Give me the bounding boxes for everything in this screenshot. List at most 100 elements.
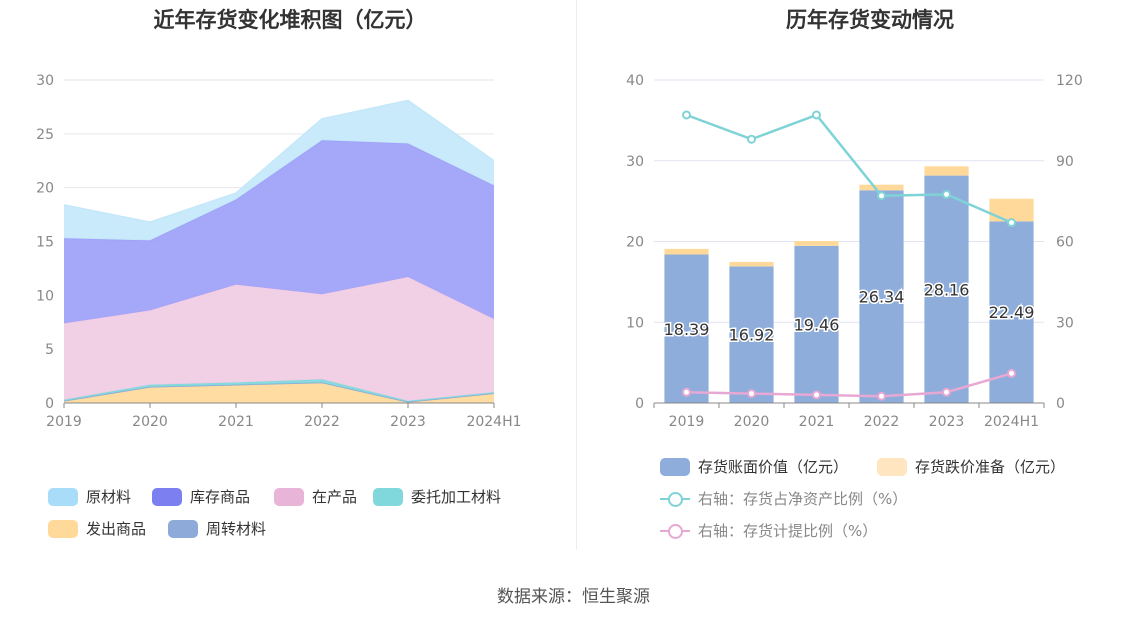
line-point <box>1007 218 1016 228</box>
x-tick-label: 2021 <box>799 414 835 430</box>
x-tick-label: 2024H1 <box>466 414 521 430</box>
legend-swatch <box>373 487 403 506</box>
y-right-tick-label: 90 <box>1056 154 1074 170</box>
right-chart-title: 历年存货变动情况 <box>786 8 954 32</box>
y-left-tick-label: 0 <box>635 396 644 412</box>
x-tick-label: 2020 <box>132 414 168 430</box>
line-point <box>747 389 756 399</box>
bar-value-label: 19.46 <box>794 315 840 334</box>
x-tick-label: 2024H1 <box>984 414 1039 430</box>
legend-item[interactable]: 在产品 <box>274 486 357 507</box>
y-right-tick-label: 30 <box>1056 315 1074 331</box>
y-tick-label: 5 <box>45 342 54 358</box>
bar-provision <box>859 184 904 191</box>
legend-label: 委托加工材料 <box>411 488 502 506</box>
bar-line-chart: 0 0 10 30 20 60 30 90 40 120 18.39 16.92 19.46 26.34 2… <box>626 73 1083 430</box>
area-发出商品 <box>64 382 494 403</box>
x-tick-label: 2022 <box>864 414 900 430</box>
bar-value-label: 18.39 <box>664 320 710 339</box>
legend-label: 右轴：存货占净资产比例（%） <box>698 490 908 508</box>
bar-book-value <box>859 190 904 403</box>
legend-item[interactable]: 委托加工材料 <box>373 486 501 507</box>
line-右轴：存货占净资产比例（%） <box>686 113 1012 224</box>
y-right-tick-label: 120 <box>1056 73 1083 89</box>
area-原材料 <box>64 100 494 241</box>
y-tick-label: 15 <box>36 235 54 251</box>
legend-label: 在产品 <box>312 488 358 506</box>
y-right-tick-label: 60 <box>1056 235 1074 251</box>
legend-item[interactable]: 库存商品 <box>152 486 250 507</box>
legend-label: 原材料 <box>86 488 132 506</box>
x-tick-label: 2022 <box>304 414 340 430</box>
legend-item[interactable]: 右轴：存货计提比例（%） <box>660 520 877 541</box>
y-left-tick-label: 30 <box>626 154 644 170</box>
legend-label: 发出商品 <box>86 520 147 538</box>
bar-book-value <box>924 175 969 403</box>
area-edge-原材料 <box>63 99 495 223</box>
y-tick-label: 10 <box>36 288 54 304</box>
legend-label: 周转材料 <box>206 520 267 538</box>
y-tick-label: 25 <box>36 127 54 143</box>
line-point <box>877 191 886 201</box>
bar-provision <box>924 166 969 176</box>
legend-swatch <box>660 490 690 508</box>
bar-value-label: 26.34 <box>859 288 905 307</box>
area-委托加工材料 <box>64 379 494 402</box>
x-tick-label: 2023 <box>390 414 426 430</box>
line-point <box>747 134 756 144</box>
legend-item[interactable]: 发出商品 <box>48 518 146 539</box>
legend-label: 存货跌价准备（亿元） <box>915 458 1066 476</box>
legend-item[interactable]: 周转材料 <box>168 518 266 539</box>
bar-value-label: 16.92 <box>729 326 775 345</box>
y-tick-label: 30 <box>36 73 54 89</box>
legend-swatch <box>660 522 690 540</box>
x-tick-label: 2023 <box>929 414 965 430</box>
line-point <box>682 110 691 120</box>
bar-provision <box>729 261 774 267</box>
stacked-area-chart: 0 5 10 15 20 25 30 2019 2020 2021 2022 2023 2024H1 <box>36 73 521 430</box>
y-left-tick-label: 20 <box>626 235 644 251</box>
y-left-tick-label: 10 <box>626 315 644 331</box>
y-right-tick-label: 0 <box>1056 396 1065 412</box>
x-tick-label: 2020 <box>734 414 770 430</box>
line-右轴：存货计提比例（%） <box>686 372 1012 398</box>
line-point <box>877 391 886 401</box>
bar-book-value <box>729 266 774 403</box>
line-point <box>942 189 951 199</box>
legend-swatch <box>168 519 198 538</box>
y-left-tick-label: 40 <box>626 73 644 89</box>
bar-value-label: 28.16 <box>924 280 970 299</box>
x-tick-label: 2019 <box>669 414 705 430</box>
data-source: 数据来源：恒生聚源 <box>497 587 650 607</box>
legend-swatch <box>48 519 78 538</box>
panel-divider <box>576 0 577 550</box>
legend-item[interactable]: 原材料 <box>48 486 131 507</box>
line-point <box>1007 368 1016 378</box>
line-point <box>812 390 821 400</box>
legend-label: 存货账面价值（亿元） <box>698 458 849 476</box>
bar-book-value <box>664 254 709 403</box>
y-tick-label: 0 <box>45 396 54 412</box>
bar-book-value <box>794 245 839 403</box>
x-tick-label: 2019 <box>46 414 82 430</box>
line-point <box>682 387 691 397</box>
line-point <box>942 387 951 397</box>
legend-item[interactable]: 存货账面价值（亿元） <box>660 456 848 477</box>
y-tick-label: 20 <box>36 181 54 197</box>
legend-swatch <box>274 487 304 506</box>
legend-swatch <box>660 457 690 476</box>
bar-value-label: 22.49 <box>989 303 1035 322</box>
legend-label: 库存商品 <box>190 488 251 506</box>
legend-swatch <box>877 457 907 476</box>
legend-item[interactable]: 右轴：存货占净资产比例（%） <box>660 488 907 509</box>
legend-swatch <box>48 487 78 506</box>
legend-item[interactable]: 存货跌价准备（亿元） <box>877 456 1065 477</box>
line-point <box>812 110 821 120</box>
bar-provision <box>794 241 839 246</box>
x-tick-label: 2021 <box>218 414 254 430</box>
left-chart-title: 近年存货变化堆积图（亿元） <box>153 8 427 32</box>
bar-provision <box>664 248 709 255</box>
legend-swatch <box>152 487 182 506</box>
bar-provision <box>989 198 1034 222</box>
legend-label: 右轴：存货计提比例（%） <box>698 522 878 540</box>
